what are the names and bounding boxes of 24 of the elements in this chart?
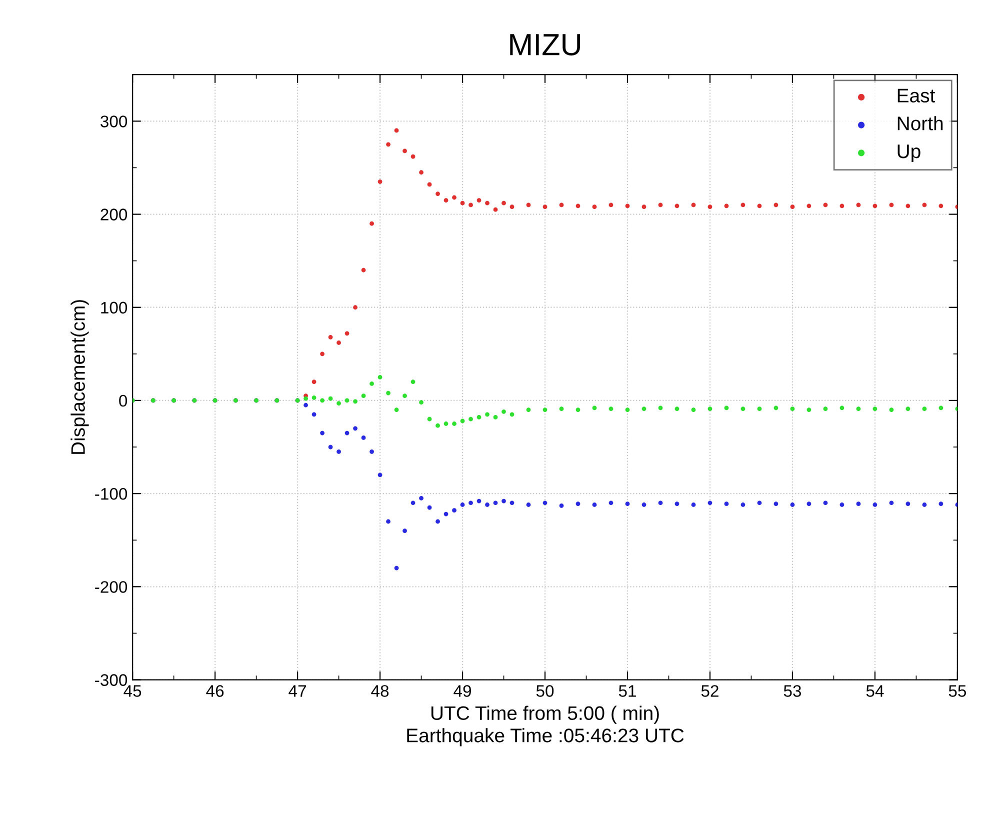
legend-label: East <box>898 88 936 103</box>
y-tick-label: 200 <box>100 208 128 220</box>
x-tick-label: 46 <box>206 685 224 697</box>
y-tick-label: 300 <box>100 116 128 128</box>
y-tick-label: 100 <box>101 302 128 314</box>
x-tick-label: 47 <box>288 685 306 697</box>
x-tick-label: 50 <box>536 685 554 697</box>
x-tick-label: 45 <box>124 685 142 697</box>
y-tick-label: -300 <box>95 674 128 686</box>
x-tick-label: 51 <box>618 685 636 697</box>
legend-label: Up <box>898 144 920 162</box>
x-tick-label: 55 <box>948 685 966 697</box>
y-tick-label: 0 <box>119 394 128 407</box>
x-tick-label: 48 <box>371 685 389 697</box>
x-axis-title: UTC Time from 5:00 ( min) Earthquake Time :05:46:23 UTC <box>407 706 684 746</box>
x-tick-label: 54 <box>866 685 884 697</box>
x-tick-label: 49 <box>454 685 471 697</box>
chart-title: MIZU <box>510 34 580 56</box>
y-axis-title: Displacement(cm) <box>70 300 89 454</box>
x-tick-label: 52 <box>701 685 718 697</box>
x-tick-label: 53 <box>784 685 802 697</box>
y-tick-label: -100 <box>95 488 128 500</box>
legend-label: North <box>898 116 943 130</box>
y-tick-label: -200 <box>95 581 128 593</box>
